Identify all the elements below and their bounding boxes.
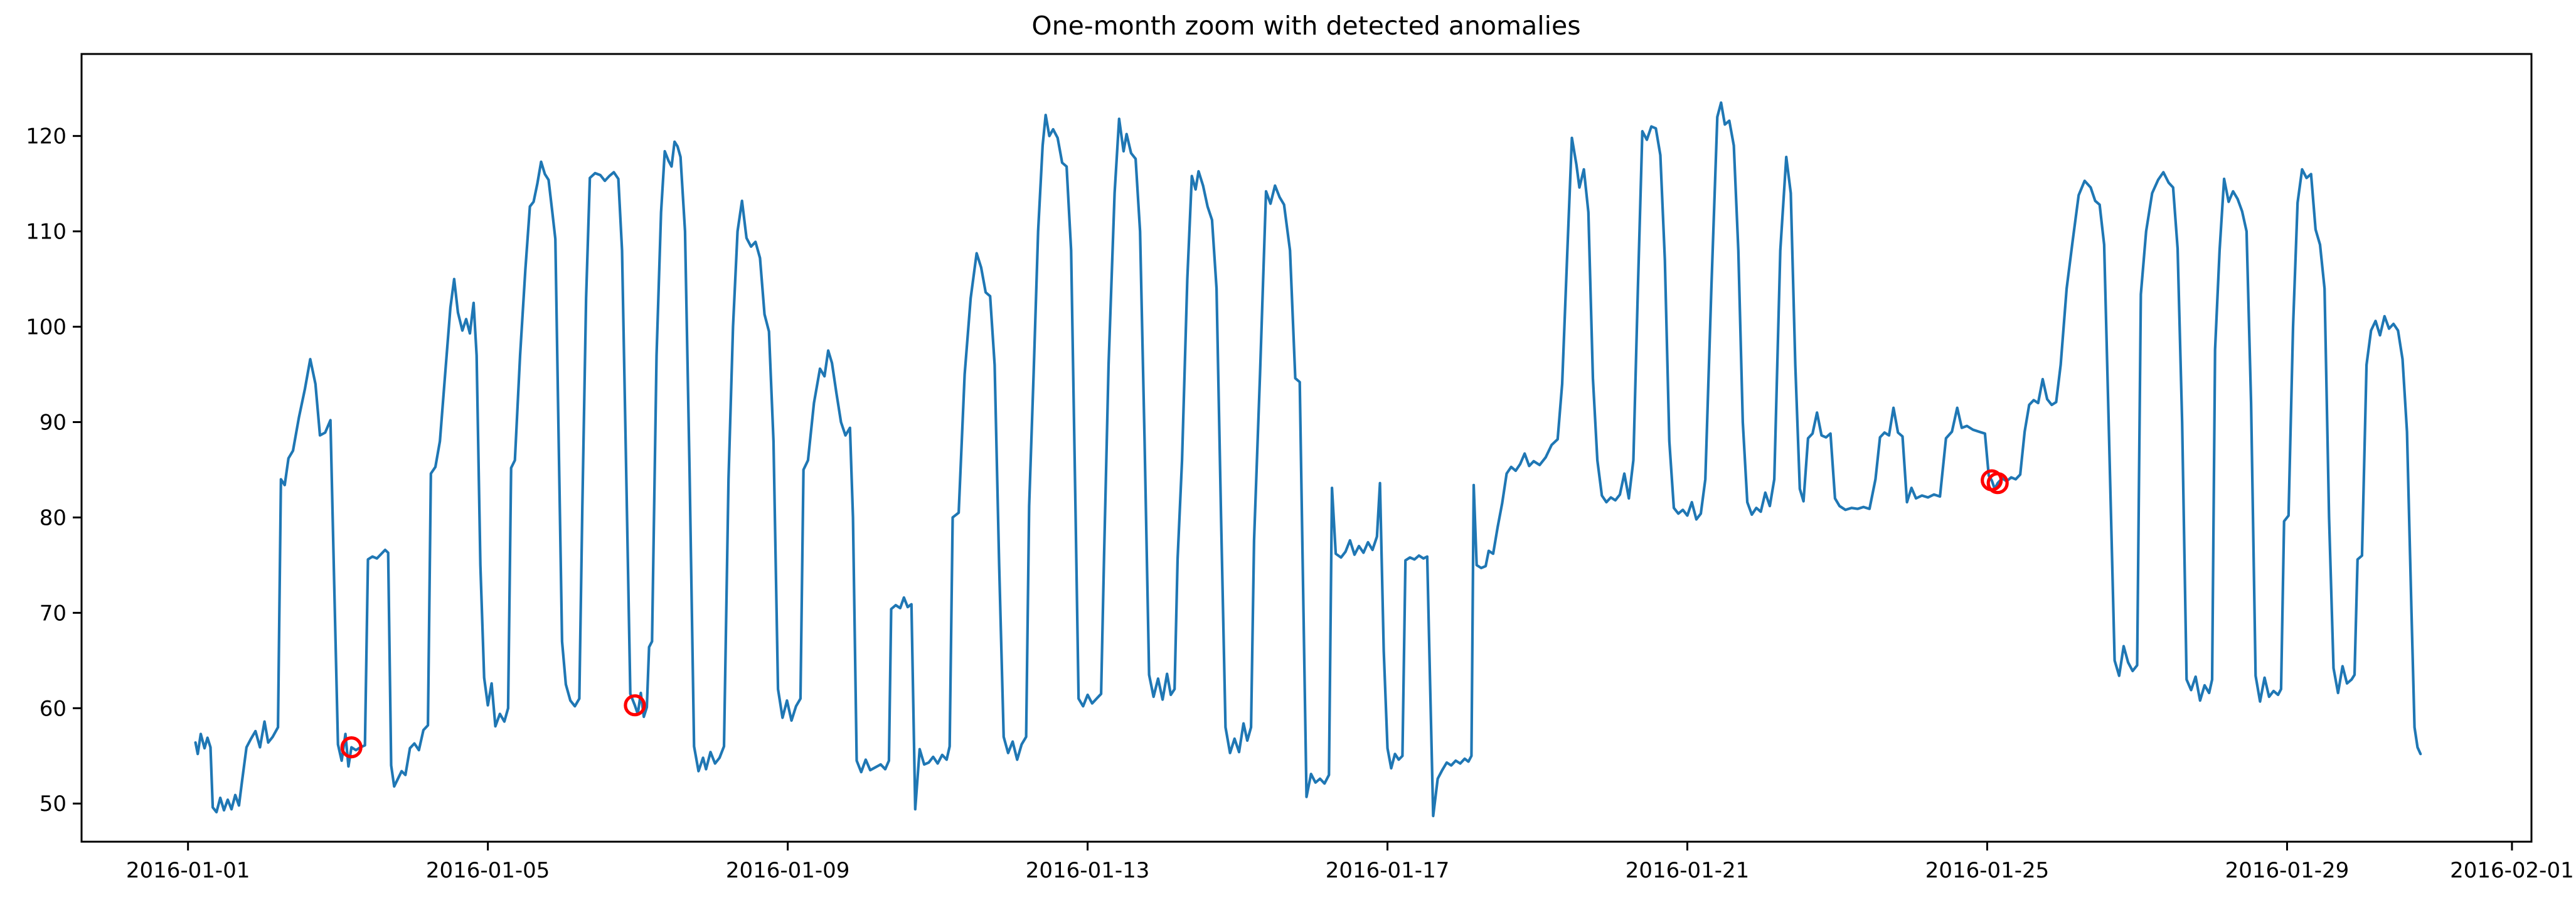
y-tick-label: 50 — [40, 791, 67, 817]
data-series — [194, 101, 2422, 818]
anomaly-marker — [624, 694, 646, 717]
x-tick-label: 2016-01-01 — [126, 858, 250, 883]
x-tick-label: 2016-01-05 — [426, 858, 550, 883]
x-tick-label: 2016-01-17 — [1326, 858, 1450, 883]
chart-title: One-month zoom with detected anomalies — [1031, 11, 1580, 41]
axes — [80, 53, 2533, 843]
x-tick-label: 2016-01-25 — [1925, 858, 2050, 883]
anomaly-marker — [1986, 472, 2009, 495]
series-line — [194, 101, 2422, 818]
y-tick-label: 100 — [26, 315, 67, 340]
y-tick-label: 70 — [40, 601, 67, 626]
x-tick-label: 2016-01-21 — [1626, 858, 1750, 883]
x-tick-label: 2016-02-01 — [2450, 858, 2574, 883]
y-tick-label: 110 — [26, 220, 67, 245]
y-tick-label: 60 — [40, 696, 67, 721]
y-tick-label: 120 — [26, 124, 67, 149]
x-tick-label: 2016-01-09 — [726, 858, 850, 883]
anomaly-marker — [340, 736, 363, 759]
axis-ticks: 2016-01-01 2016-01-05 2016-01-09 2016-01-13… — [26, 124, 2574, 883]
plot-area — [80, 53, 2533, 843]
y-tick-label: 80 — [40, 505, 67, 530]
x-tick-label: 2016-01-29 — [2225, 858, 2350, 883]
y-tick-label: 90 — [40, 410, 67, 435]
x-tick-label: 2016-01-13 — [1026, 858, 1150, 883]
anomaly-markers — [340, 469, 2009, 759]
